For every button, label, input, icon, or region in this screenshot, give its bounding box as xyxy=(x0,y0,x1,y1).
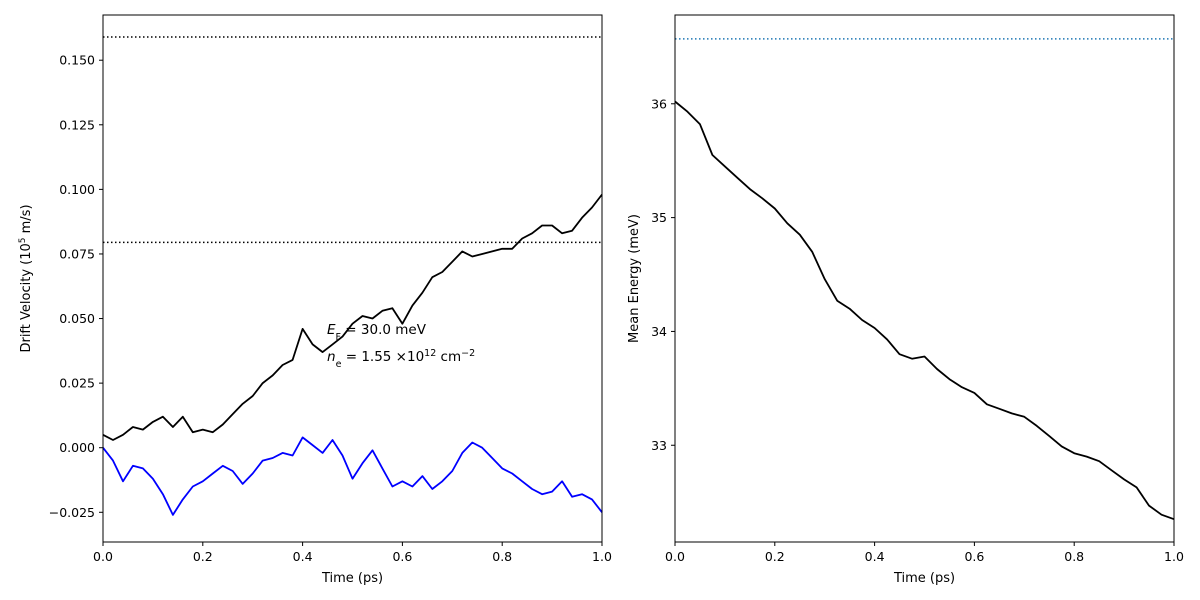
x-tick-label: 0.2 xyxy=(193,549,213,564)
x-tick-label: 0.8 xyxy=(492,549,512,564)
y-tick-label: 33 xyxy=(651,438,667,453)
carrier-density-annotation: ne = 1.55 ×1012 cm−2 xyxy=(327,348,475,370)
fermi-energy-annotation: EF = 30.0 meV xyxy=(327,322,427,343)
series-line-1 xyxy=(102,436,603,516)
y-tick-label: 0.125 xyxy=(59,117,95,132)
y-tick-label: 34 xyxy=(651,324,667,339)
axes-frame-right xyxy=(674,14,1175,543)
y-tick-label: 0.025 xyxy=(59,376,95,391)
x-tick-label: 1.0 xyxy=(592,549,612,564)
drift-velocity-panel: 0.0 0.2 0.4 0.6 0.8 1.0 −0.025 0.000 0.025 0.050… xyxy=(18,14,612,586)
x-tick-label: 0.4 xyxy=(293,549,313,564)
x-tick-label: 0.4 xyxy=(865,549,885,564)
x-tick-label: 1.0 xyxy=(1164,549,1184,564)
y-tick-label: 36 xyxy=(651,96,667,111)
y-tick-label: 0.050 xyxy=(59,311,95,326)
y-axis-label-right: Mean Energy (meV) xyxy=(627,214,642,343)
plot-area-left xyxy=(103,15,602,542)
x-tick-label: 0.6 xyxy=(964,549,984,564)
y-tick-label: 0.100 xyxy=(59,182,95,197)
x-axis-label-left: Time (ps) xyxy=(321,571,383,586)
series-line-0 xyxy=(674,100,1175,521)
x-tick-label: 0.8 xyxy=(1064,549,1084,564)
y-axis-label-left: Drift Velocity (105 m/s) xyxy=(18,204,34,352)
y-tick-label: 0.000 xyxy=(59,440,95,455)
x-axis-label-right: Time (ps) xyxy=(893,571,955,586)
x-tick-label: 0.2 xyxy=(765,549,785,564)
y-tick-label: 0.075 xyxy=(59,246,95,261)
mean-energy-panel: 0.0 0.2 0.4 0.6 0.8 1.0 33 34 35 36 Time (ps) Me… xyxy=(627,14,1184,586)
axes-frame-left xyxy=(102,14,603,543)
y-tick-label: 35 xyxy=(651,210,667,225)
x-tick-label: 0.6 xyxy=(392,549,412,564)
series-line-0 xyxy=(102,193,603,441)
plot-area-right xyxy=(675,15,1174,542)
y-tick-label: 0.150 xyxy=(59,53,95,68)
x-tick-label: 0.0 xyxy=(665,549,685,564)
x-tick-label: 0.0 xyxy=(93,549,113,564)
y-tick-label: −0.025 xyxy=(49,505,95,520)
